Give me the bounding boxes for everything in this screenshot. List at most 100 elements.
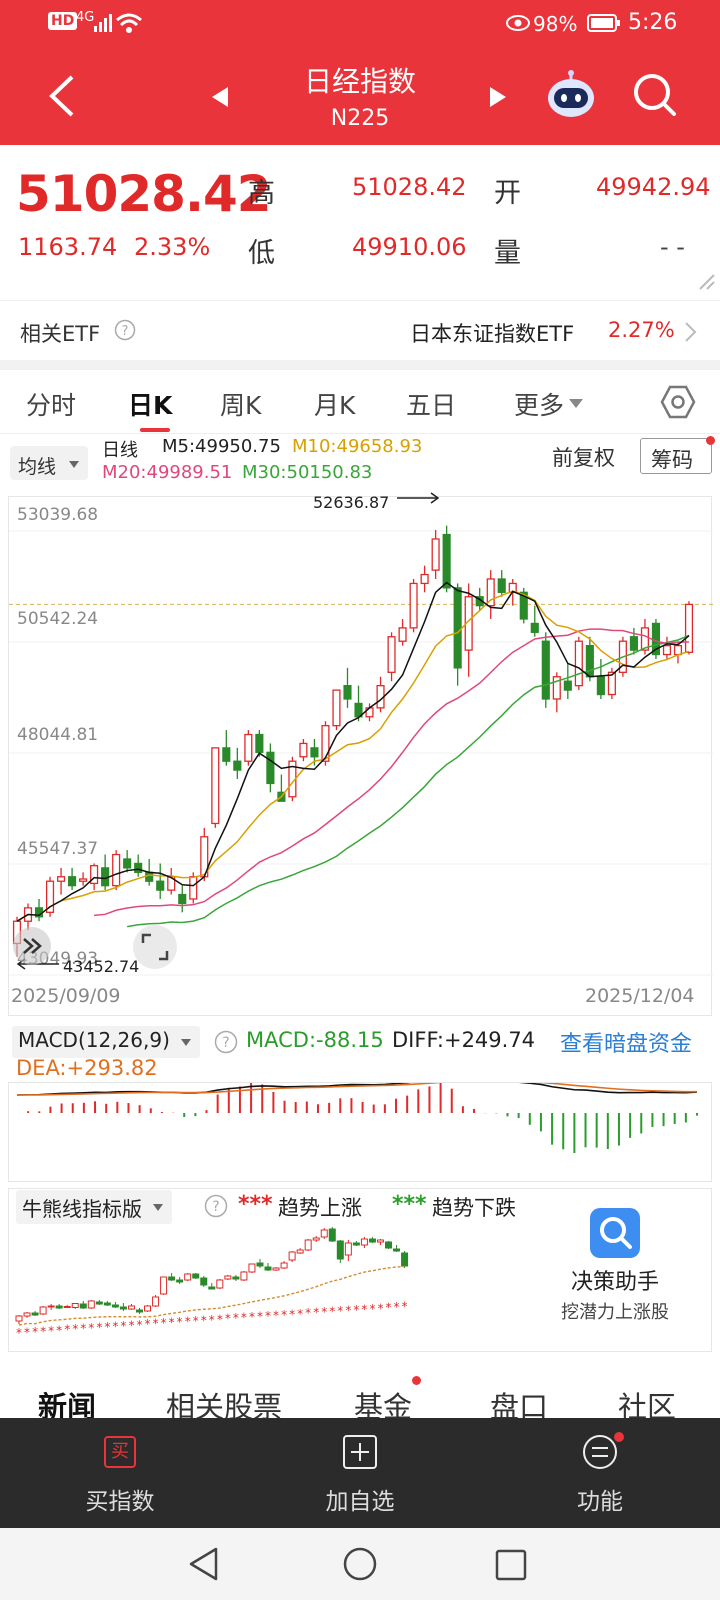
x-start-label: 2025/09/09 [11, 985, 121, 1007]
trend-up-marker: * [40, 1324, 46, 1338]
trend-up-marker: * [88, 1321, 94, 1335]
index-code: N225 [330, 106, 390, 131]
candle [266, 743, 275, 793]
nav-recents-icon[interactable] [494, 1548, 528, 1582]
buy-icon: 买 [104, 1436, 136, 1468]
kline-tabs: 分时 日K 周K 月K 五日 更多 [0, 370, 720, 434]
max-arrow-icon [397, 492, 440, 504]
next-index-icon[interactable] [488, 85, 508, 109]
svg-text:?: ? [222, 1035, 229, 1051]
tab-funds[interactable]: 基金 [354, 1390, 413, 1418]
candle [222, 730, 231, 766]
candle [387, 632, 396, 682]
bullbear-candle [336, 1240, 344, 1263]
functions-label: 功能 [577, 1489, 623, 1515]
tab-weekly-k[interactable]: 周K [220, 391, 262, 420]
trend-up-marker: * [273, 1308, 279, 1322]
open-value: 49942.94 [596, 173, 711, 201]
fullscreen-button[interactable] [133, 925, 177, 969]
macd-header: MACD(12,26,9) ? MACD:-88.15 DIFF:+249.74… [0, 1020, 720, 1084]
tab-related-stocks[interactable]: 相关股票 [166, 1390, 283, 1418]
adjust-label[interactable]: 前复权 [552, 446, 615, 470]
tab-five-day[interactable]: 五日 [406, 391, 457, 420]
trend-up-marker: * [72, 1322, 78, 1336]
system-nav-bar [0, 1528, 720, 1600]
trend-up-marker: * [313, 1306, 319, 1320]
trend-up-marker: * [386, 1301, 392, 1315]
related-etf-row[interactable]: 相关ETF ? 日本东证指数ETF 2.27% [0, 300, 720, 360]
decision-assistant-card[interactable]: 决策助手 挖潜力上涨股 [520, 1192, 710, 1350]
bullbear-candle [280, 1261, 288, 1269]
ma10-line [16, 590, 690, 922]
ma30-line [127, 634, 690, 928]
add-watchlist-button[interactable]: 加自选 [280, 1418, 440, 1528]
candle [332, 689, 341, 731]
tab-monthly-k[interactable]: 月K [314, 391, 356, 420]
battery-icon [587, 14, 620, 32]
bullbear-candle [127, 1304, 135, 1310]
dark-pool-link[interactable]: 查看暗盘资金 [560, 1032, 693, 1057]
decision-search-icon [590, 1208, 640, 1258]
macd-select-button[interactable]: MACD(12,26,9) [12, 1026, 200, 1058]
etf-name[interactable]: 日本东证指数ETF [410, 322, 575, 346]
tab-daily-k[interactable]: 日K [128, 391, 173, 420]
y-tick-4: 45547.37 [17, 839, 99, 859]
candle [530, 605, 539, 637]
tab-intraday[interactable]: 分时 [26, 391, 77, 420]
help-icon[interactable]: ? [214, 1030, 238, 1054]
decision-subtitle: 挖潜力上涨股 [561, 1302, 669, 1323]
ma-select-button[interactable]: 均线 [10, 446, 88, 480]
nav-home-icon[interactable] [342, 1546, 378, 1582]
wifi-icon [116, 13, 142, 33]
trend-up-marker: * [96, 1321, 102, 1335]
tab-news[interactable]: 新闻 [38, 1390, 97, 1418]
trend-down-label: 趋势下跌 [432, 1196, 516, 1220]
bullbear-candle [368, 1237, 376, 1243]
bullbear-candle [119, 1303, 127, 1311]
expand-button[interactable] [13, 927, 51, 965]
high-label: 高 [248, 178, 275, 209]
candle [34, 898, 44, 922]
back-icon[interactable] [44, 73, 78, 119]
price-change: 1163.74 [18, 233, 118, 261]
candlestick-chart[interactable]: 53039.68 50542.24 48044.81 45547.37 4304… [8, 492, 713, 1016]
bullbear-chart[interactable]: * * * * * * * * * * * * * * * * * * * * * * * * * * * * * * * * * * * * * * * *… [8, 1188, 712, 1352]
functions-button[interactable]: 功能 [520, 1418, 680, 1528]
tab-community[interactable]: 社区 [618, 1390, 677, 1418]
candle [112, 850, 121, 891]
candle [343, 667, 352, 708]
help-icon[interactable]: ? [114, 319, 136, 341]
candle [541, 632, 550, 708]
bullbear-candle [192, 1273, 200, 1279]
bullbear-candle [160, 1276, 168, 1295]
search-icon[interactable] [632, 72, 678, 118]
max-label: 52636.87 [313, 493, 390, 512]
etf-pct: 2.27% [608, 318, 675, 342]
tab-more[interactable]: 更多 [514, 391, 565, 420]
bullbear-candle [176, 1277, 184, 1284]
nav-back-icon[interactable] [186, 1546, 222, 1582]
prev-index-icon[interactable] [210, 85, 230, 109]
help-icon[interactable]: ? [204, 1194, 228, 1218]
trend-up-marker: * [193, 1314, 199, 1328]
buy-index-button[interactable]: 买 买指数 [40, 1418, 200, 1528]
robot-assistant-icon[interactable] [546, 70, 596, 120]
macd-chart[interactable] [8, 1082, 712, 1182]
tab-order-book[interactable]: 盘口 [490, 1390, 549, 1418]
resize-handle-icon[interactable] [698, 273, 716, 291]
trend-up-marker: * [217, 1312, 223, 1326]
bullbear-candle [360, 1237, 368, 1248]
functions-notice-dot [614, 1432, 624, 1442]
chevron-right-icon [685, 322, 697, 342]
chart-settings-icon[interactable] [660, 384, 696, 420]
caret-down-icon [180, 1039, 191, 1046]
quote-panel: 51028.42 1163.74 2.33% 高 低 51028.42 4991… [0, 145, 720, 300]
trend-up-marker: * [161, 1316, 167, 1330]
candle [233, 747, 242, 779]
bullbear-select-button[interactable]: 牛熊线指标版 [16, 1190, 172, 1224]
bullbear-candle [135, 1308, 143, 1314]
bullbear-candle [184, 1273, 192, 1281]
candle [200, 827, 209, 882]
chip-button[interactable]: 筹码 [640, 438, 712, 474]
y-tick-3: 48044.81 [17, 725, 99, 745]
